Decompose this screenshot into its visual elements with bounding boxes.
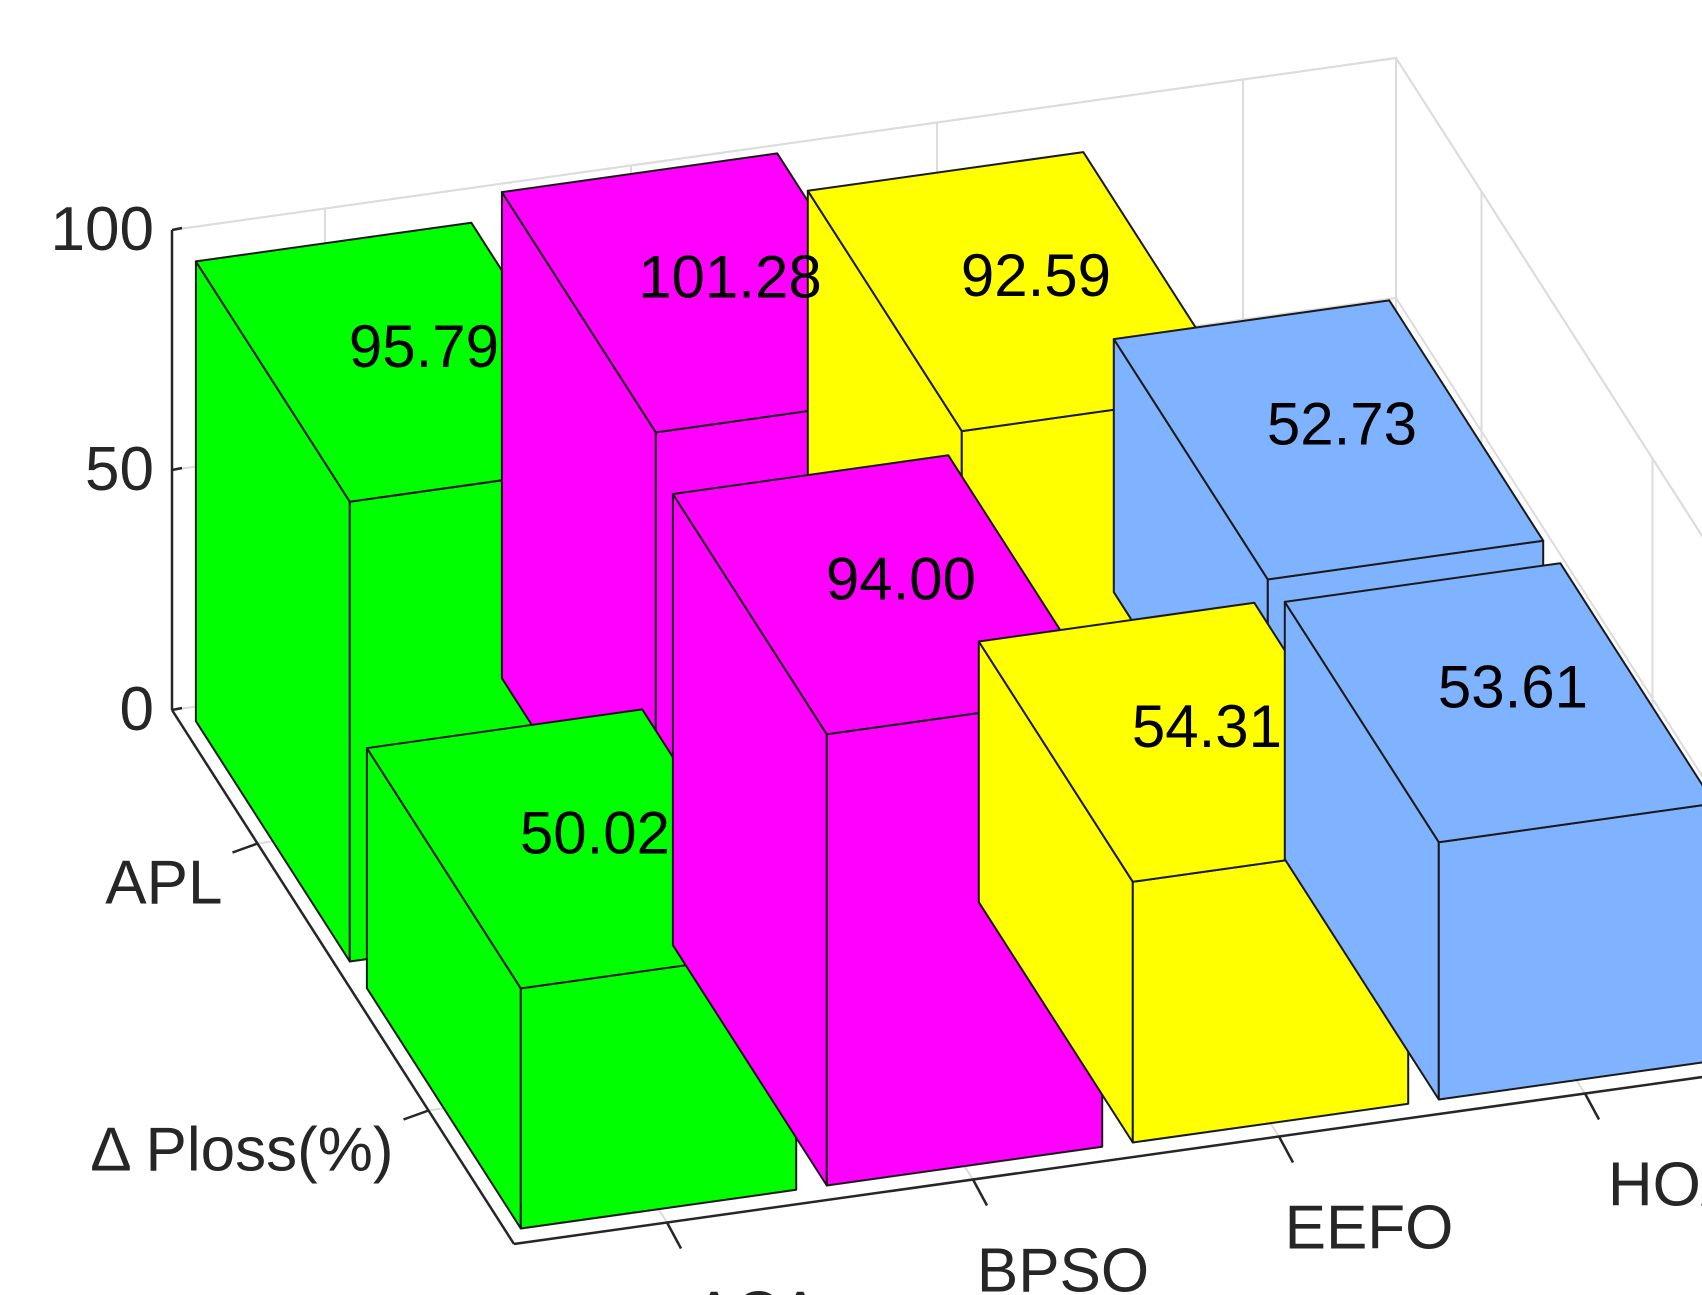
category-tick-label: BPSO [977, 1237, 1149, 1295]
category-tick [971, 1178, 989, 1207]
bar-value-label: 95.79 [349, 313, 499, 380]
row-tick [403, 1109, 429, 1121]
category-tick [1277, 1135, 1295, 1164]
row-tick-label: Δ Ploss(%) [90, 1116, 393, 1185]
z-tick-label: 100 [51, 195, 154, 264]
bar-value-label: 52.73 [1267, 391, 1417, 458]
category-tick-label: ACA [693, 1280, 821, 1295]
z-tick [171, 466, 183, 472]
bar-value-label: 101.28 [638, 244, 822, 311]
z-tick-label: 0 [120, 675, 154, 744]
grid-z-line [171, 56, 1702, 538]
category-axis-line [513, 1075, 1702, 1246]
z-tick-label: 50 [85, 435, 154, 504]
bar-front-face [1437, 804, 1702, 1101]
label-layer: 95.79 101.28 92.59 52.73 50.02 94.00 54.31 53.6… [349, 242, 1588, 866]
bar-value-label: 50.02 [520, 800, 670, 867]
axis-layer: 0 50 100 APL Δ Ploss(%) ACA BPSO EEFO HOA [51, 195, 1702, 1295]
bar-top-face [1283, 562, 1702, 844]
bar-top-face [1112, 299, 1545, 581]
bar-value-label: 92.59 [961, 242, 1111, 309]
category-tick [665, 1221, 683, 1250]
category-tick-label: HOA [1608, 1151, 1702, 1220]
category-tick-label: EEFO [1285, 1194, 1454, 1263]
bar-value-label: 54.31 [1132, 693, 1282, 760]
z-tick [171, 226, 183, 232]
bar-value-label: 53.61 [1438, 653, 1588, 720]
bar-value-label: 94.00 [826, 545, 976, 612]
row-tick [232, 842, 258, 854]
row-tick-label: APL [105, 849, 222, 918]
z-tick [171, 706, 183, 712]
bar-layer [194, 151, 1702, 1230]
category-tick [1583, 1092, 1601, 1121]
row-axis-line [170, 709, 516, 1245]
bar-hoa-ploss [1283, 562, 1702, 1101]
